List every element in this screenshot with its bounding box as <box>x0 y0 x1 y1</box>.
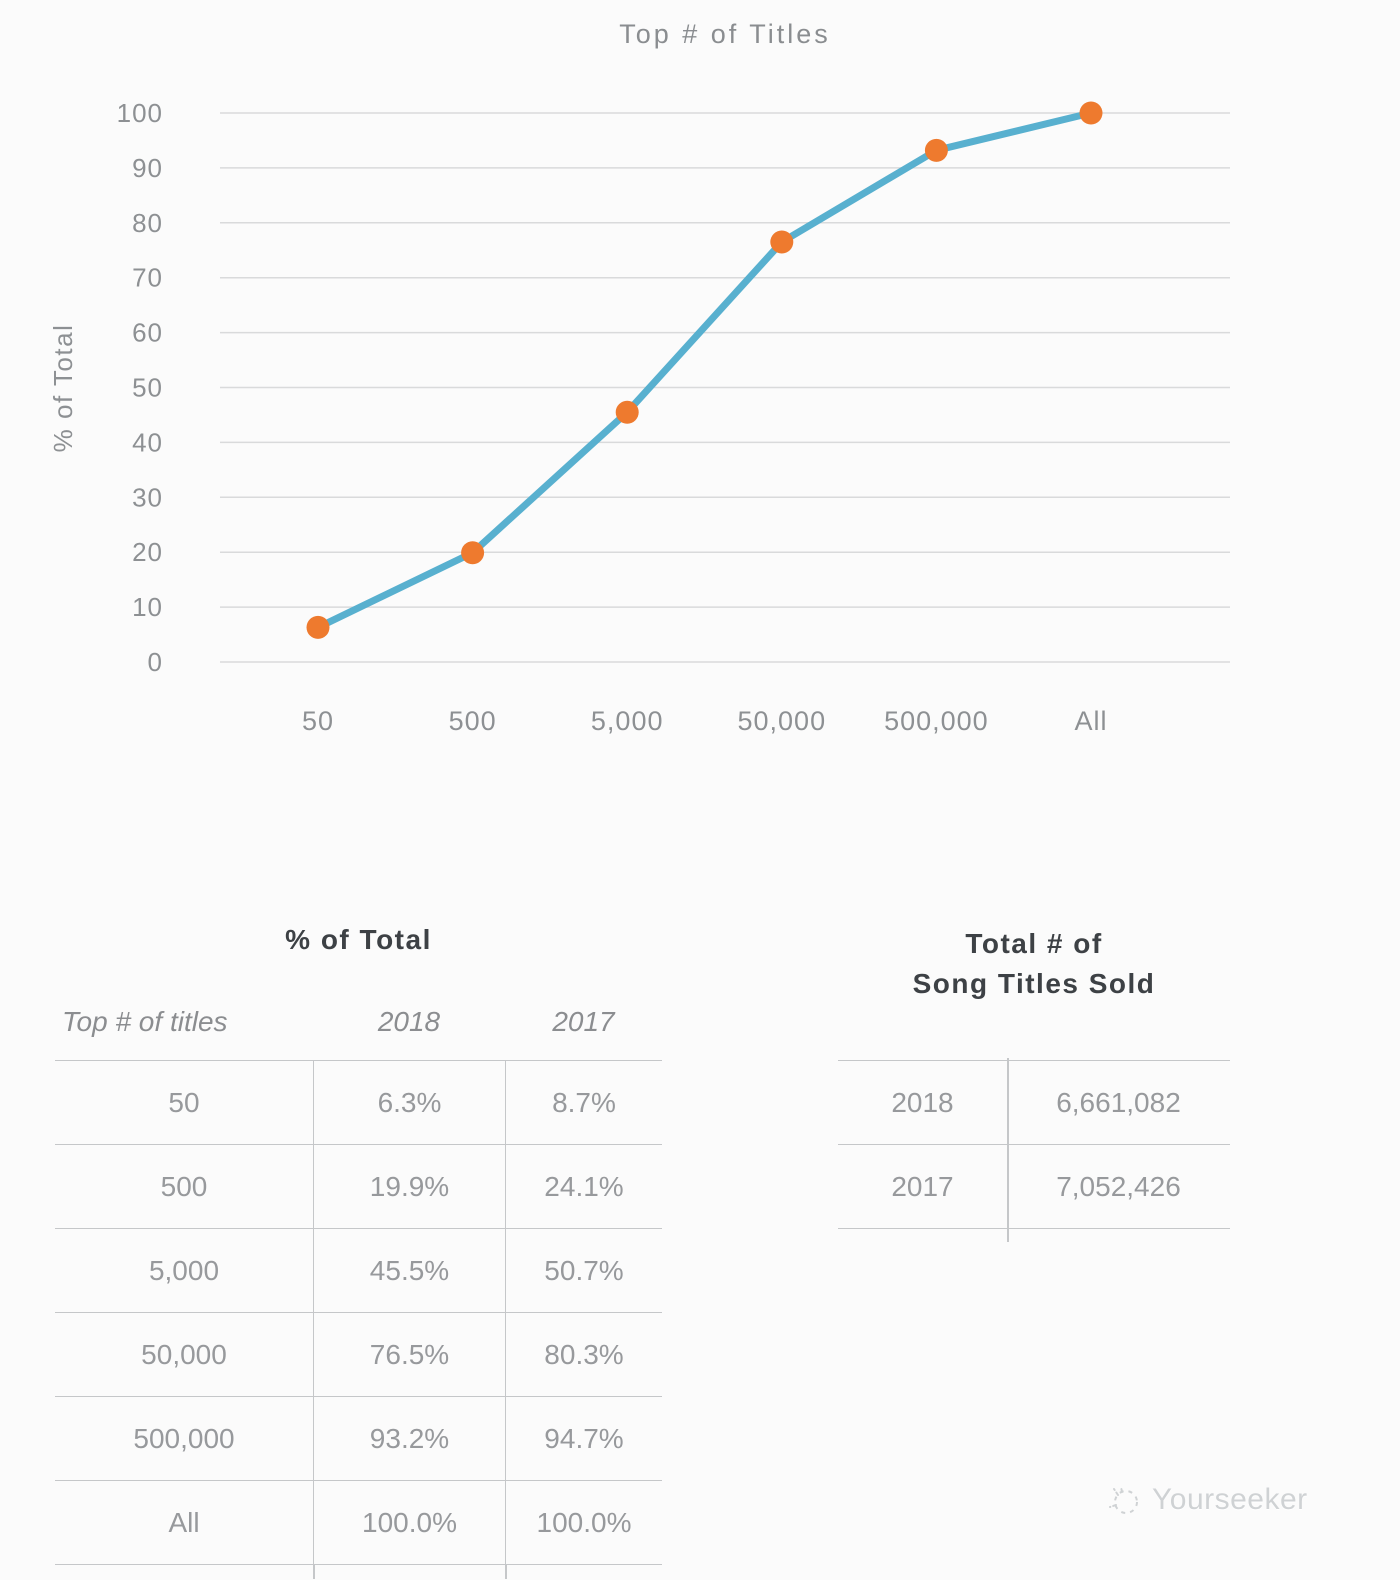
x-tick-label: 50 <box>302 706 334 736</box>
y-tick-label: 90 <box>132 153 163 183</box>
data-point <box>770 230 794 254</box>
table-cell-2018: 93.2% <box>313 1397 505 1481</box>
watermark: Yourseeker <box>1108 1483 1308 1517</box>
table-cell-label: 500,000 <box>55 1397 313 1481</box>
totals-table: 2018 6,661,082 2017 7,052,426 <box>838 1060 1230 1229</box>
pct-table: 50 6.3% 8.7% 500 19.9% 24.1% 5,000 45.5%… <box>55 1060 662 1565</box>
table-cell-year: 2018 <box>838 1061 1007 1145</box>
y-tick-label: 100 <box>117 98 163 128</box>
data-point <box>924 138 948 162</box>
y-tick-label: 60 <box>132 318 163 348</box>
table-cell-2017: 24.1% <box>505 1145 662 1229</box>
table-cell-total: 6,661,082 <box>1007 1061 1230 1145</box>
table-divider <box>505 1565 507 1579</box>
table-cell-2017: 80.3% <box>505 1313 662 1397</box>
table-cell-2018: 100.0% <box>313 1481 505 1565</box>
column-header-2018: 2018 <box>377 1006 441 1037</box>
pct-table-header-row: Top # of titles 2018 2017 <box>55 998 662 1048</box>
y-tick-label: 40 <box>132 427 163 457</box>
table-cell-label: 50 <box>55 1061 313 1145</box>
y-tick-label: 0 <box>148 647 163 677</box>
y-tick-label: 20 <box>132 537 163 567</box>
data-point <box>306 615 330 639</box>
table-cell-2018: 19.9% <box>313 1145 505 1229</box>
y-tick-label: 10 <box>132 592 163 622</box>
pct-table-title: % of Total <box>285 924 432 955</box>
table-cell-label: 500 <box>55 1145 313 1229</box>
data-point <box>1079 101 1103 125</box>
column-header-2017: 2017 <box>552 1006 615 1037</box>
watermark-brand: Yourseeker <box>1152 1483 1308 1516</box>
table-cell-2017: 50.7% <box>505 1229 662 1313</box>
series-line <box>314 109 1095 631</box>
chart-title: Top # of Titles <box>619 19 831 49</box>
table-cell-2017: 100.0% <box>505 1481 662 1565</box>
line-chart: 0 10 20 30 40 50 60 70 80 90 100 % of Total 50 500 5,0… <box>48 98 1230 736</box>
table-cell-2018: 45.5% <box>313 1229 505 1313</box>
column-header-top-titles: Top # of titles <box>62 1006 228 1037</box>
table-cell-2018: 6.3% <box>313 1061 505 1145</box>
table-cell-2017: 8.7% <box>505 1061 662 1145</box>
data-point <box>615 400 639 424</box>
y-axis-title: % of Total <box>48 324 78 453</box>
table-cell-2017: 94.7% <box>505 1397 662 1481</box>
x-tick-label: 50,000 <box>738 706 827 736</box>
x-tick-label: 500,000 <box>884 706 989 736</box>
totals-title-line1: Total # of <box>965 928 1103 959</box>
y-tick-label: 80 <box>132 208 163 238</box>
totals-title-line2: Song Titles Sold <box>912 968 1156 999</box>
y-tick-label: 30 <box>132 482 163 512</box>
y-tick-label: 50 <box>132 373 163 403</box>
table-cell-year: 2017 <box>838 1145 1007 1229</box>
x-tick-label: 500 <box>449 706 497 736</box>
data-point <box>461 541 485 565</box>
table-cell-label: 50,000 <box>55 1313 313 1397</box>
totals-table-title: Total # of Song Titles Sold <box>838 924 1230 1004</box>
x-tick-label: 5,000 <box>591 706 664 736</box>
table-divider <box>1007 1058 1009 1242</box>
table-divider <box>313 1565 315 1579</box>
table-cell-label: 5,000 <box>55 1229 313 1313</box>
table-cell-2018: 76.5% <box>313 1313 505 1397</box>
table-cell-label: All <box>55 1481 313 1565</box>
yourseeker-logo-icon <box>1109 1486 1138 1514</box>
x-tick-label: All <box>1074 706 1107 736</box>
y-tick-label: 70 <box>132 263 163 293</box>
table-cell-total: 7,052,426 <box>1007 1145 1230 1229</box>
